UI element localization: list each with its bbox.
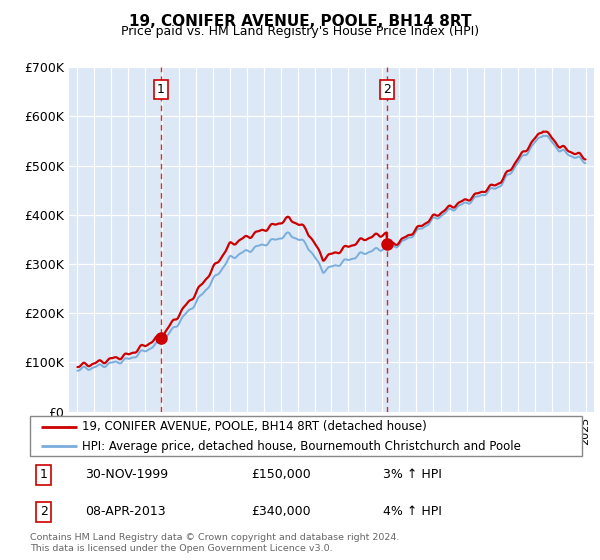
Text: £150,000: £150,000 — [251, 468, 311, 481]
Text: 2: 2 — [40, 505, 48, 518]
Text: 30-NOV-1999: 30-NOV-1999 — [85, 468, 169, 481]
Text: £340,000: £340,000 — [251, 505, 310, 518]
Text: Price paid vs. HM Land Registry's House Price Index (HPI): Price paid vs. HM Land Registry's House … — [121, 25, 479, 38]
Text: 2: 2 — [383, 83, 391, 96]
Text: 08-APR-2013: 08-APR-2013 — [85, 505, 166, 518]
Text: Contains HM Land Registry data © Crown copyright and database right 2024.
This d: Contains HM Land Registry data © Crown c… — [30, 533, 400, 553]
Text: 3% ↑ HPI: 3% ↑ HPI — [383, 468, 442, 481]
Text: 1: 1 — [40, 468, 48, 481]
Text: 19, CONIFER AVENUE, POOLE, BH14 8RT: 19, CONIFER AVENUE, POOLE, BH14 8RT — [129, 14, 471, 29]
Text: HPI: Average price, detached house, Bournemouth Christchurch and Poole: HPI: Average price, detached house, Bour… — [82, 440, 521, 453]
Text: 19, CONIFER AVENUE, POOLE, BH14 8RT (detached house): 19, CONIFER AVENUE, POOLE, BH14 8RT (det… — [82, 421, 427, 433]
FancyBboxPatch shape — [30, 416, 582, 456]
Text: 1: 1 — [157, 83, 165, 96]
Text: 4% ↑ HPI: 4% ↑ HPI — [383, 505, 442, 518]
